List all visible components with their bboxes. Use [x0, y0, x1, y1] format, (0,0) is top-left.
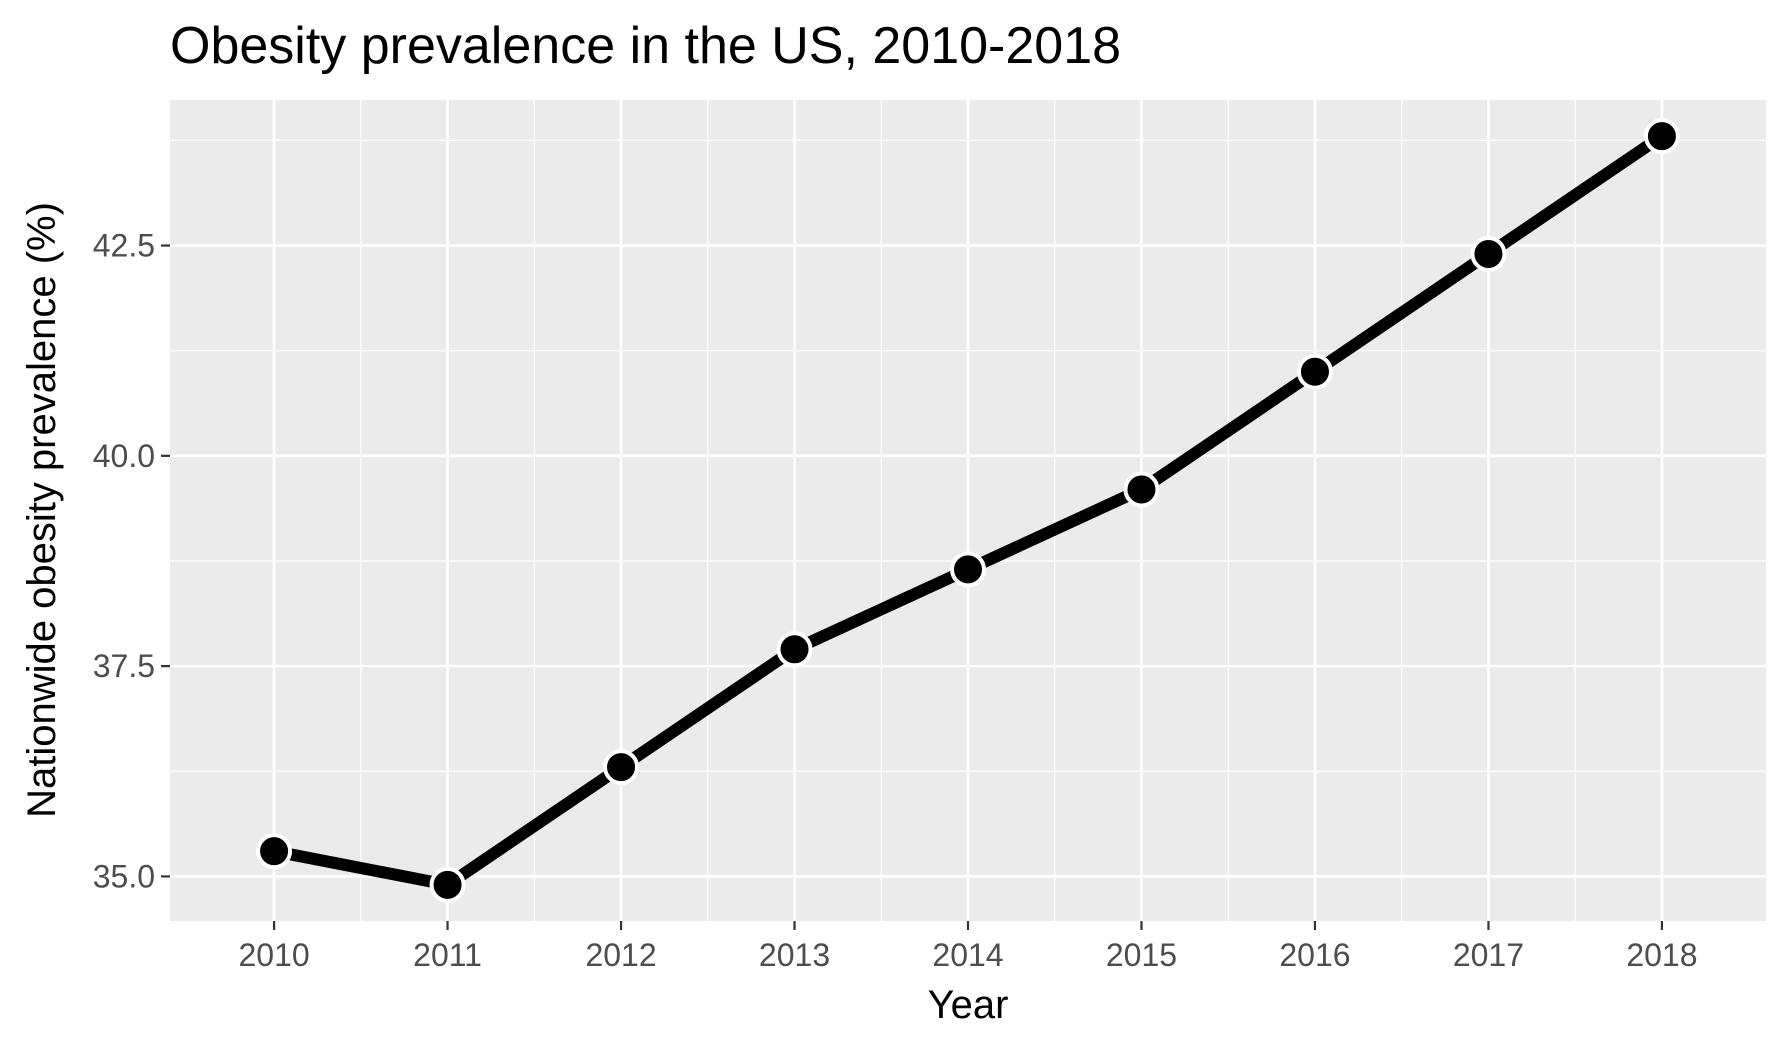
x-tick-label: 2014: [932, 937, 1003, 973]
x-tick-label: 2010: [238, 937, 309, 973]
y-axis-title: Nationwide obesity prevalence (%): [20, 202, 64, 818]
data-point-2010: [256, 833, 293, 870]
data-points: [256, 118, 1680, 903]
data-point-2011: [429, 866, 466, 903]
x-axis-title: Year: [928, 983, 1009, 1027]
data-point-2015: [1123, 471, 1160, 508]
x-tick-label: 2018: [1626, 937, 1697, 973]
x-tick-label: 2011: [413, 937, 482, 973]
x-tick-label: 2016: [1279, 937, 1350, 973]
y-tick-label: 42.5: [93, 228, 155, 264]
data-point-2016: [1296, 353, 1333, 390]
chart-title: Obesity prevalence in the US, 2010-2018: [170, 17, 1121, 75]
data-point-2014: [950, 551, 986, 588]
data-point-2018: [1643, 118, 1680, 155]
x-tick-label: 2012: [585, 937, 656, 973]
data-point-2012: [603, 749, 640, 786]
x-axis: 2010 2011 2012 2013 2014 2015 2016 2017 2018: [238, 921, 1698, 973]
y-tick-label: 40.0: [93, 438, 155, 474]
x-tick-label: 2017: [1453, 937, 1524, 973]
data-point-2013: [776, 631, 813, 668]
data-point-2017: [1470, 235, 1507, 272]
y-axis: 35.0 37.5 40.0 42.5: [93, 228, 170, 894]
x-tick-label: 2015: [1106, 937, 1177, 973]
x-tick-label: 2013: [759, 937, 830, 973]
y-tick-label: 35.0: [93, 858, 155, 894]
y-tick-label: 37.5: [93, 648, 155, 684]
